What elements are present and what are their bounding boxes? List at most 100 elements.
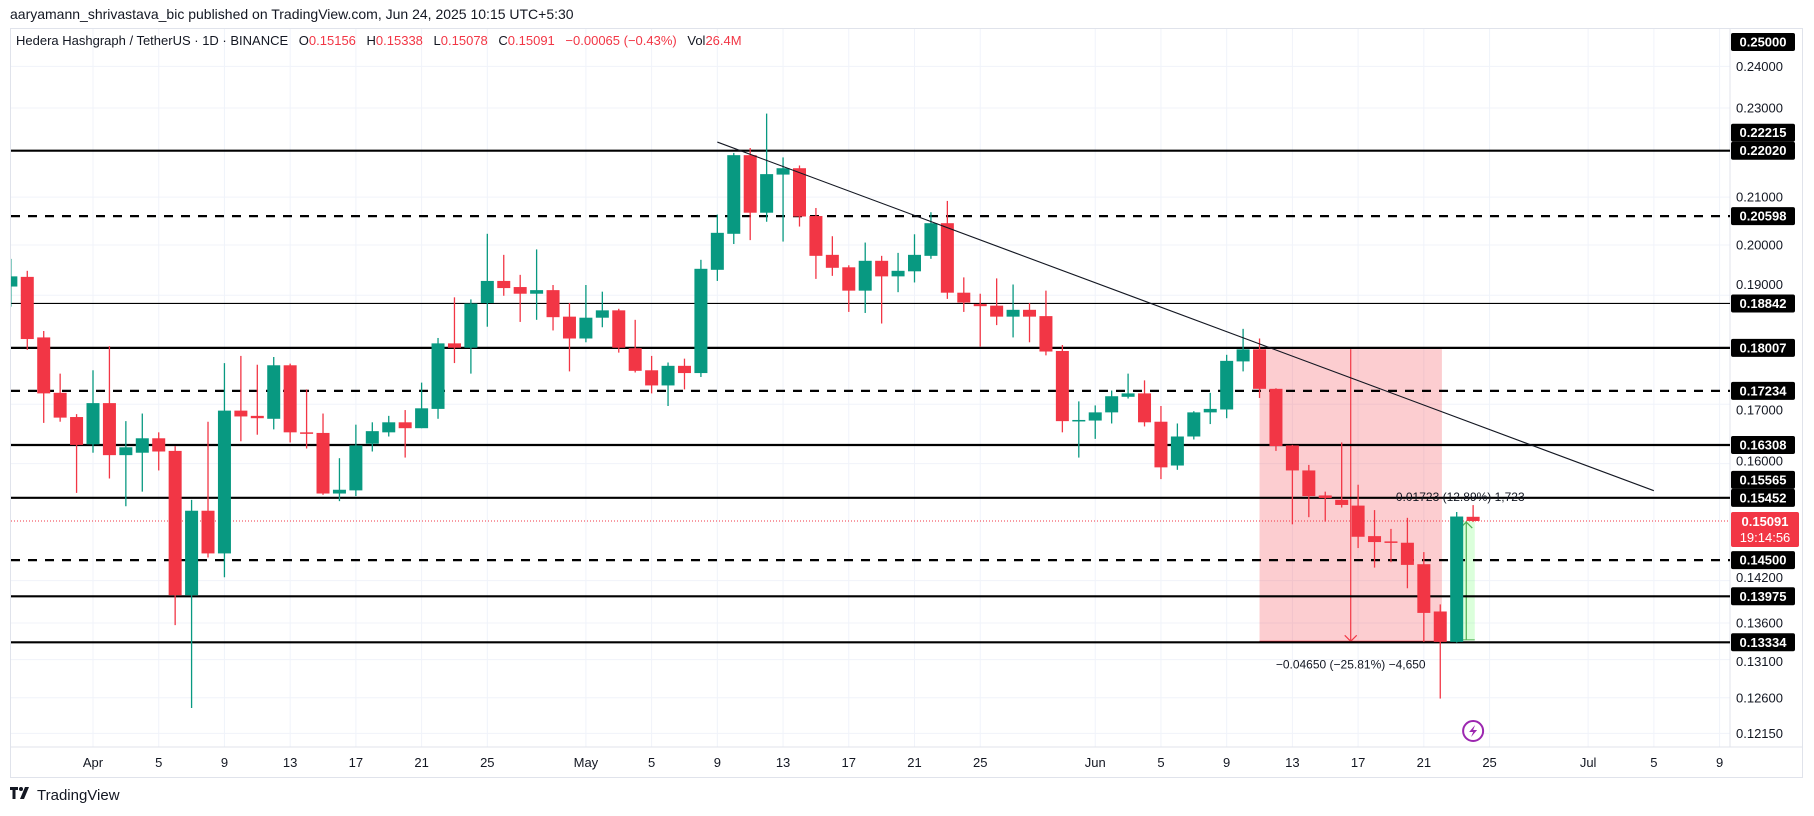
candle [1433,604,1447,699]
candle-body [1253,349,1267,389]
open-label: O [298,33,309,48]
candle-body [990,305,1004,317]
candle [201,421,215,558]
price-axis[interactable]: 0.24000 0.23000 0.21000 0.20000 0.19000 0.170… [1731,33,1799,741]
price-level-value: 0.15565 [1740,472,1787,487]
candle [480,233,494,327]
candle [1023,303,1037,343]
candle [677,358,691,390]
candle [595,291,609,328]
candle [1466,505,1480,522]
price-level-label[interactable]: 0.22215 [1731,123,1795,142]
candle [661,362,675,406]
symbol-title[interactable]: Hedera Hashgraph / TetherUS · 1D · BINAN… [16,33,289,48]
candle [20,270,34,350]
candle [530,249,544,320]
candle-body [957,292,971,303]
candle [11,258,18,307]
horizontal-levels[interactable] [11,149,1730,644]
date-tick-label: 17 [349,755,363,770]
candle [365,422,379,452]
price-level-label[interactable]: 0.17234 [1731,381,1795,400]
candle-body [1023,309,1037,317]
candle-body [447,343,461,348]
candle [1368,510,1382,568]
candle-body [1384,541,1398,543]
candles [11,113,1480,708]
candle [332,458,346,502]
price-level-label[interactable]: 0.13334 [1731,633,1795,652]
candle-body [1170,436,1184,466]
overlay-drawings[interactable]: −0.04650 (−25.81%) −4,650 0.01723 (12.89%… [717,141,1655,742]
date-tick-label: 17 [1351,755,1365,770]
candle [431,337,445,419]
candle-body [1121,393,1135,397]
candle-body [349,445,363,491]
date-tick-label: 9 [1223,755,1230,770]
candle-body [1138,393,1152,423]
date-tick-label: 9 [714,755,721,770]
price-level-value: 0.15452 [1740,490,1787,505]
price-level-label[interactable]: 0.15452 [1731,488,1795,507]
price-level-value: 0.16308 [1740,437,1787,452]
candle-body [497,280,511,289]
candle-body [152,438,166,452]
candle-body [398,422,412,429]
price-level-label[interactable]: 0.18007 [1731,338,1795,357]
lightning-icon[interactable] [1462,720,1485,742]
candle-body [1088,412,1102,421]
candle [924,212,938,259]
close-label: C [498,33,508,48]
price-tick-label: 0.16000 [1736,453,1783,468]
candle-body [86,403,100,445]
date-tick-label: 25 [480,755,494,770]
candle [217,363,231,578]
price-tick-label: 0.21000 [1736,190,1783,205]
time-axis[interactable]: Apr 5 9 13 17 21 25 May 5 9 13 17 21 25 Jun 5 9 13 17 21 25 J… [83,755,1723,770]
candle-body [415,408,429,429]
price-level-value: 0.13334 [1740,635,1788,650]
price-level-label[interactable]: 0.16308 [1731,435,1795,454]
date-tick-label: 5 [1650,755,1657,770]
candle [1253,338,1267,398]
low-label: L [433,33,441,48]
price-level-label[interactable]: 0.25000 [1731,33,1795,51]
candle-body [37,337,51,394]
candle-body [727,155,741,234]
candle [760,113,774,222]
trendline[interactable] [717,141,1655,492]
price-level-label[interactable]: 0.13975 [1731,587,1795,606]
candle-body [1187,412,1201,437]
candle [37,330,51,423]
candle [250,364,264,435]
candle [1318,491,1332,522]
price-level-label[interactable]: 0.14500 [1731,551,1795,570]
price-level-label[interactable]: 0.20598 [1731,207,1795,226]
price-tick-label: 0.20000 [1736,238,1783,253]
candle-body [135,438,149,453]
candle-body [1466,516,1480,522]
candle [513,274,527,322]
candle [940,200,954,299]
candle-body [267,365,281,419]
candle-body [891,270,905,277]
candle [464,299,478,374]
candle [727,152,741,245]
price-level-label[interactable]: 0.18842 [1731,294,1795,313]
candle-body [1220,360,1234,410]
candle-body [480,280,494,304]
price-tick-label: 0.17000 [1736,402,1783,417]
candle [842,265,856,312]
price-level-value: 0.18007 [1740,340,1787,355]
candle-body [940,223,954,293]
candle [1121,373,1135,399]
price-level-value: 0.14500 [1740,553,1787,568]
price-tick-label: 0.12150 [1736,726,1783,741]
price-level-label[interactable]: 0.22020 [1731,141,1795,160]
date-tick-label: 5 [155,755,162,770]
price-level-label[interactable]: 0.15565 [1731,470,1795,489]
candle [1006,284,1020,338]
candle-body [530,290,544,294]
